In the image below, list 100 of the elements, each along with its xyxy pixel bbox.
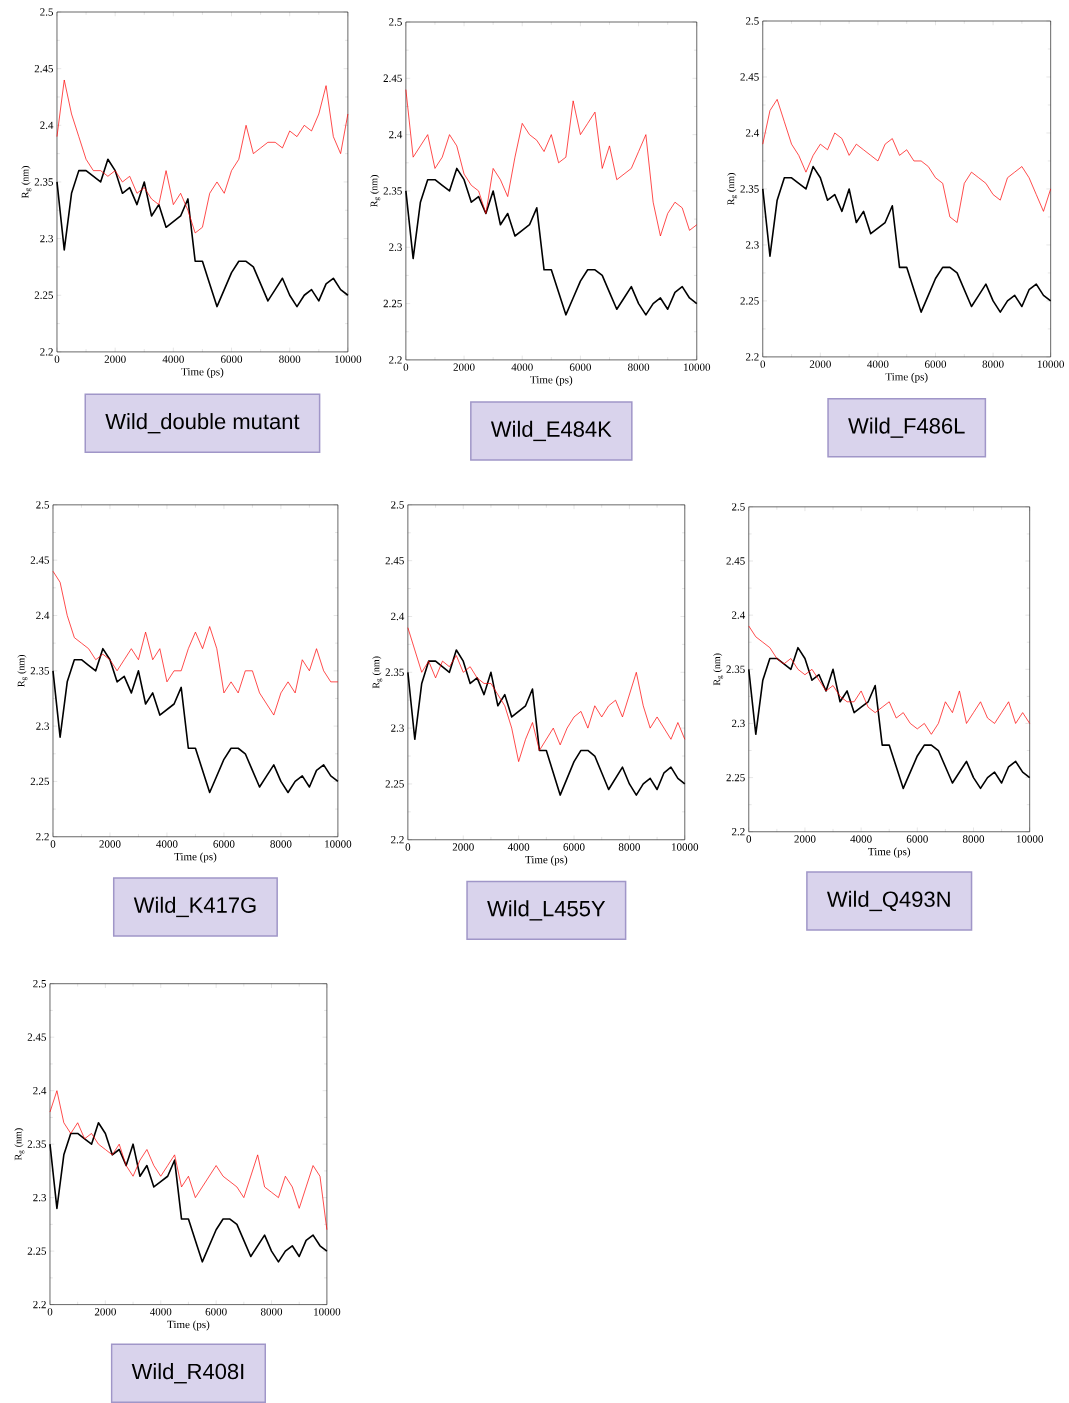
x-tick-label: 4000 [867, 360, 889, 368]
y-tick-label: 2.35 [34, 178, 54, 186]
text: Wild_E484K [491, 420, 612, 442]
y-tick-label: 2.5 [391, 501, 405, 509]
y-tick-label: 2.3 [391, 724, 405, 732]
y-tick-label: 2.4 [33, 1086, 47, 1095]
y-tick-label: 2.5 [389, 18, 403, 26]
y-tick-label: 2.5 [40, 8, 54, 16]
x-axis-title: Time (ps) [885, 372, 928, 383]
x-tick-label: 6000 [570, 363, 592, 371]
y-tick-label: 2.35 [385, 668, 405, 677]
y-axis-title: R$_{g}$ (nm) [727, 173, 738, 205]
y-tick-label: 2.35 [726, 665, 745, 674]
y-tick-label: 2.45 [30, 556, 50, 564]
x-tick-label: 4000 [156, 840, 178, 848]
x-axis-title: Time (ps) [181, 367, 224, 378]
x-tick-label: 8000 [270, 840, 292, 848]
y-axis-title: R$_{g}$ (nm) [370, 175, 381, 207]
x-tick-label: 6000 [221, 355, 243, 363]
x-axis-title: Time (ps) [530, 375, 573, 386]
x-tick-label: 4000 [150, 1308, 172, 1316]
y-tick-label: 2.4 [40, 121, 54, 130]
y-tick-label: 2.45 [385, 556, 405, 565]
x-tick-label: 10000 [684, 363, 711, 371]
x-tick-label: 6000 [213, 840, 235, 848]
x-tick-label: 6000 [205, 1308, 227, 1316]
y-tick-label: 2.4 [732, 611, 746, 619]
x-tick-label: 0 [54, 355, 60, 363]
y-tick-label: 2.2 [33, 1300, 47, 1309]
line-series [762, 99, 1052, 223]
text: Wild_Q493N [827, 890, 950, 912]
y-tick-label: 2.45 [726, 557, 745, 565]
x-axis-title: Time (ps) [868, 847, 911, 858]
y-axis-title: R$_{g}$ (nm) [713, 653, 724, 686]
x-tick-label: 4000 [511, 363, 533, 371]
x-tick-label: 2000 [794, 835, 816, 843]
y-tick-label: 2.35 [30, 667, 50, 675]
y-axis-title: R$_{g}$ (nm) [17, 654, 28, 687]
y-tick-label: 2.2 [391, 836, 404, 844]
y-tick-label: 2.45 [740, 73, 759, 81]
x-tick-label: 2000 [95, 1308, 117, 1316]
x-tick-label: 2000 [104, 355, 126, 363]
x-tick-label: 2000 [452, 843, 474, 851]
line-series [52, 570, 339, 716]
y-tick-label: 2.2 [389, 356, 402, 364]
x-tick-label: 10000 [325, 840, 352, 848]
x-tick-label: 0 [746, 835, 752, 843]
text: Wild_double mutant [105, 413, 300, 434]
x-tick-label: 2000 [453, 363, 475, 371]
x-tick-label: 0 [47, 1308, 53, 1316]
y-tick-label: 2.3 [33, 1193, 47, 1202]
x-tick-label: 0 [403, 363, 409, 371]
y-tick-label: 2.45 [27, 1033, 47, 1041]
x-tick-label: 6000 [906, 835, 929, 843]
y-tick-label: 2.5 [36, 501, 50, 509]
y-axis-title: R$_{g}$ (nm) [21, 166, 32, 198]
y-tick-label: 2.45 [383, 74, 403, 83]
y-tick-label: 2.35 [27, 1140, 47, 1148]
text: Wild_L455Y [487, 900, 606, 921]
text: Wild_R408I [131, 1363, 244, 1384]
y-axis-title: R$_{g}$ (nm) [14, 1128, 25, 1161]
line-series [405, 89, 698, 237]
x-tick-label: 0 [760, 360, 766, 368]
x-tick-label: 8000 [628, 363, 650, 371]
y-tick-label: 2.25 [34, 291, 54, 299]
y-tick-label: 2.5 [33, 979, 47, 988]
x-tick-label: 0 [50, 840, 56, 848]
y-tick-label: 2.5 [746, 17, 759, 25]
y-tick-label: 2.3 [732, 719, 745, 728]
y-tick-label: 2.35 [740, 185, 759, 193]
x-axis-title: Time (ps) [167, 1320, 210, 1331]
x-tick-label: 0 [405, 843, 411, 851]
y-tick-label: 2.3 [36, 722, 50, 730]
y-tick-label: 2.25 [726, 773, 745, 782]
text: Wild_F486L [848, 417, 965, 438]
y-tick-label: 2.3 [40, 234, 54, 243]
x-tick-label: 10000 [1038, 360, 1065, 368]
y-tick-label: 2.4 [36, 611, 50, 620]
x-tick-label: 6000 [925, 360, 947, 368]
x-axis-title: Time (ps) [174, 852, 217, 863]
y-tick-label: 2.2 [746, 353, 759, 361]
y-tick-label: 2.2 [732, 828, 745, 836]
y-tick-label: 2.25 [27, 1247, 47, 1255]
x-tick-label: 8000 [279, 355, 301, 363]
y-tick-label: 2.25 [383, 299, 403, 308]
y-tick-label: 2.3 [389, 243, 403, 251]
x-tick-label: 10000 [314, 1308, 341, 1316]
x-tick-label: 8000 [963, 835, 985, 843]
x-tick-label: 10000 [335, 355, 362, 363]
x-tick-label: 6000 [563, 843, 585, 851]
y-tick-label: 2.4 [746, 129, 760, 137]
y-tick-label: 2.25 [30, 777, 50, 786]
x-tick-label: 4000 [850, 835, 872, 843]
x-tick-label: 8000 [982, 360, 1004, 368]
x-tick-label: 8000 [261, 1308, 283, 1316]
x-tick-label: 4000 [162, 355, 185, 363]
y-tick-label: 2.4 [389, 130, 403, 139]
x-tick-label: 4000 [508, 843, 530, 851]
x-tick-label: 2000 [810, 360, 832, 368]
y-tick-label: 2.25 [740, 297, 759, 305]
